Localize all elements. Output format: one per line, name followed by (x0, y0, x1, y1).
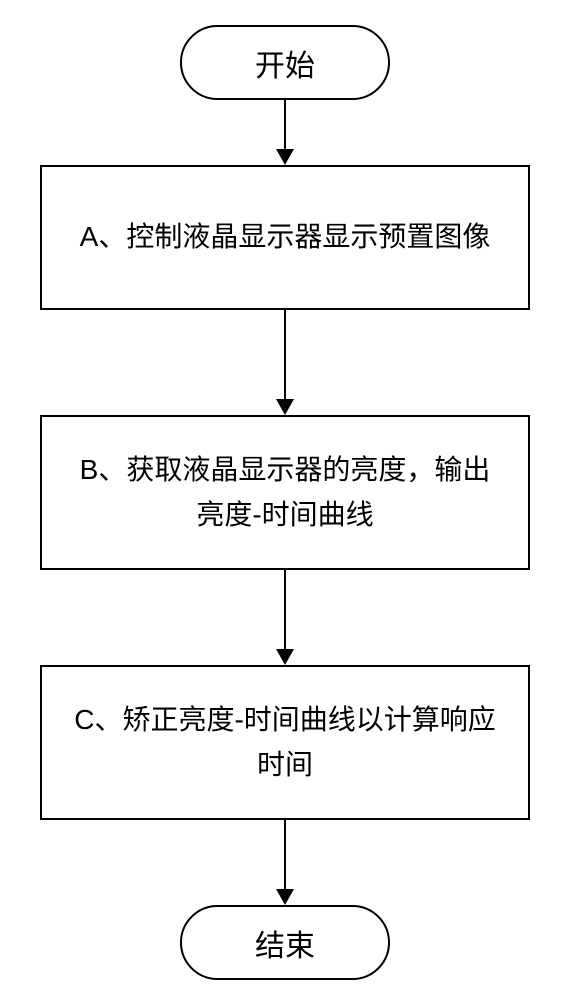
step-b-node: B、获取液晶显示器的亮度，输出 亮度-时间曲线 (40, 415, 530, 570)
arrow-a-to-b (284, 310, 286, 413)
step-a-node: A、控制液晶显示器显示预置图像 (40, 165, 530, 310)
arrow-c-to-end (284, 820, 286, 903)
arrow-b-to-c (284, 570, 286, 663)
start-label: 开始 (255, 41, 315, 85)
start-node: 开始 (180, 25, 390, 100)
step-c-label: C、矫正亮度-时间曲线以计算响应 时间 (74, 698, 496, 788)
end-label: 结束 (255, 921, 315, 965)
step-a-label: A、控制液晶显示器显示预置图像 (80, 215, 491, 260)
end-node: 结束 (180, 905, 390, 980)
step-b-label: B、获取液晶显示器的亮度，输出 亮度-时间曲线 (80, 448, 491, 538)
arrow-start-to-a (284, 100, 286, 163)
step-c-node: C、矫正亮度-时间曲线以计算响应 时间 (40, 665, 530, 820)
flowchart-container: 开始 A、控制液晶显示器显示预置图像 B、获取液晶显示器的亮度，输出 亮度-时间… (0, 0, 572, 1000)
